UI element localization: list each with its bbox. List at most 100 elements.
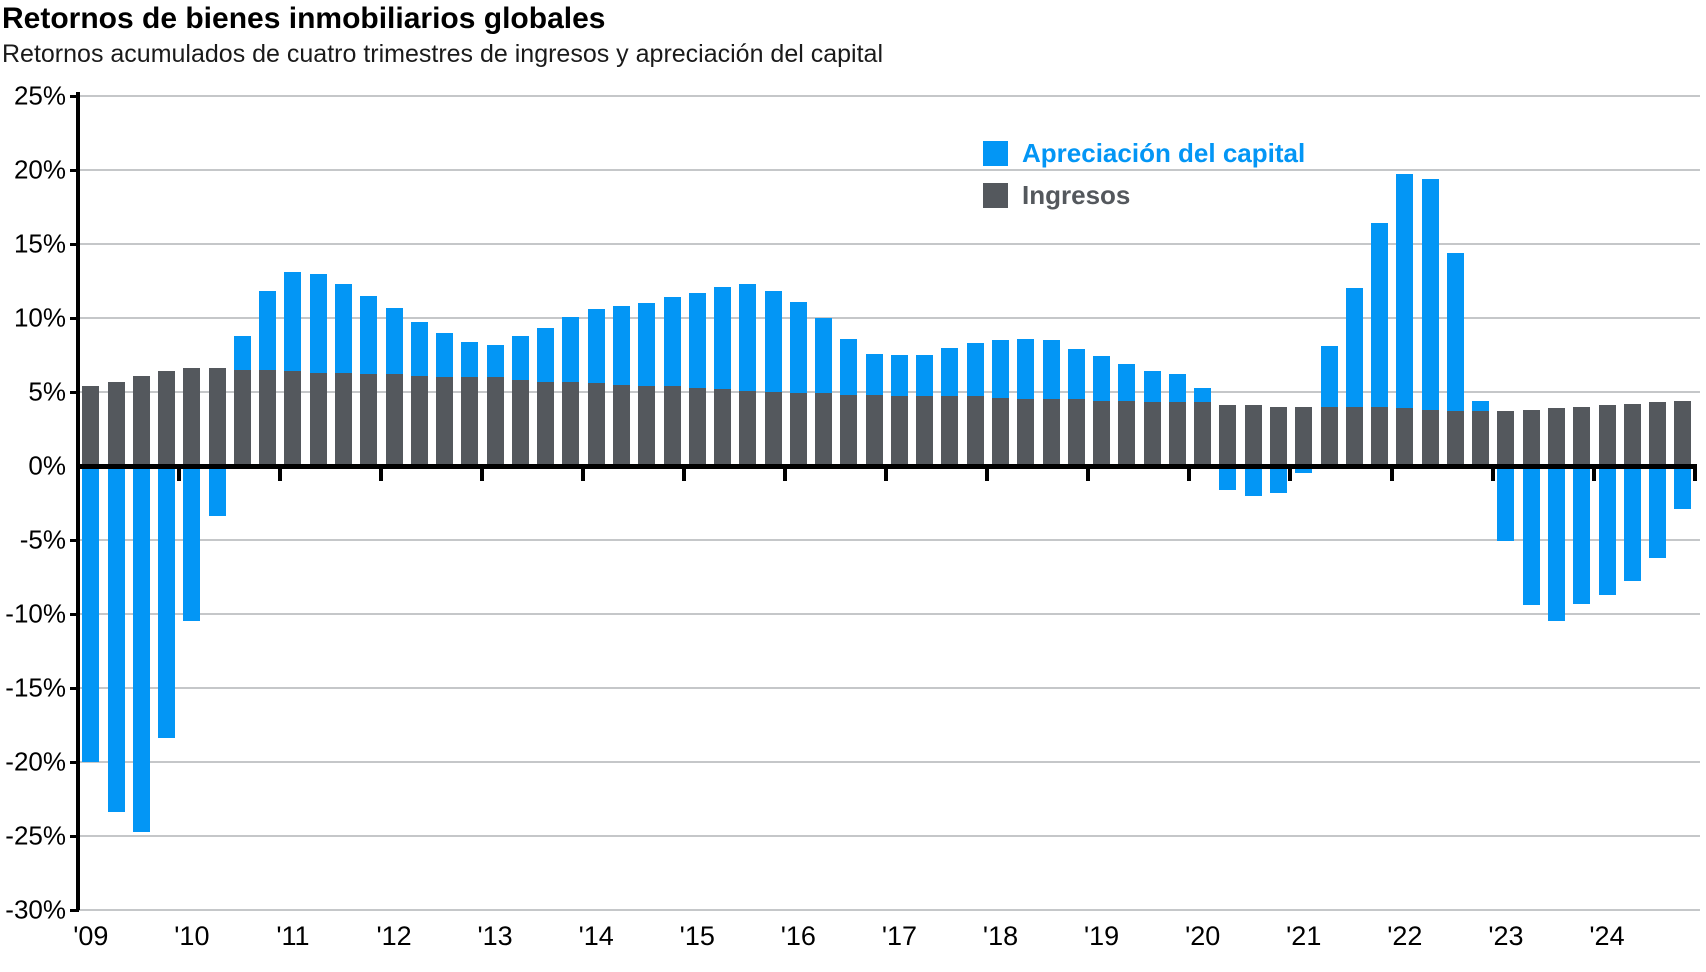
y-tick--15 xyxy=(70,687,79,690)
bar-capital-2016 Q4 xyxy=(865,353,883,395)
bar-income-2013 Q3 xyxy=(537,381,555,466)
bar-capital-2011 Q1 xyxy=(284,272,302,372)
x-tick-10 xyxy=(1086,469,1091,481)
bar-capital-2021 Q2 xyxy=(1320,346,1338,407)
bar-capital-2020 Q4 xyxy=(1269,466,1287,493)
x-axis-label-12: '12 xyxy=(376,921,412,951)
bar-capital-2019 Q4 xyxy=(1168,374,1186,403)
x-axis-label-10: '10 xyxy=(174,921,210,951)
y-axis-label-10: 10% xyxy=(13,302,66,333)
bar-income-2018 Q4 xyxy=(1067,399,1085,466)
x-axis-label-24: '24 xyxy=(1589,921,1625,951)
y-axis-label-0: 0% xyxy=(28,450,66,481)
gridline-20 xyxy=(79,169,1700,171)
bar-capital-2009 Q3 xyxy=(132,466,150,832)
gridline--15 xyxy=(79,687,1700,689)
bar-capital-2016 Q1 xyxy=(789,301,807,394)
bar-income-2019 Q3 xyxy=(1143,402,1161,466)
bar-income-2016 Q2 xyxy=(815,393,833,466)
bar-income-2024 Q2 xyxy=(1623,403,1641,466)
y-axis-label--25: -25% xyxy=(5,820,66,851)
y-axis-label-15: 15% xyxy=(13,228,66,259)
legend-label-income: Ingresos xyxy=(1022,180,1131,210)
bar-capital-2021 Q3 xyxy=(1345,288,1363,407)
bar-capital-2017 Q4 xyxy=(966,343,984,397)
x-tick-5 xyxy=(580,469,585,481)
bar-capital-2018 Q1 xyxy=(992,340,1010,398)
bar-capital-2018 Q4 xyxy=(1067,349,1085,400)
bar-capital-2009 Q4 xyxy=(158,466,176,739)
legend-label-capital: Apreciación del capital xyxy=(1022,138,1306,168)
bar-capital-2017 Q2 xyxy=(916,355,934,397)
bar-capital-2019 Q2 xyxy=(1118,363,1136,401)
bar-capital-2009 Q2 xyxy=(107,466,125,813)
income-swatch-icon xyxy=(983,183,1008,208)
y-axis-label-20: 20% xyxy=(13,154,66,185)
y-axis-label--5: -5% xyxy=(19,524,66,555)
bar-capital-2024 Q4 xyxy=(1674,466,1692,509)
bar-capital-2013 Q1 xyxy=(486,344,504,378)
bar-income-2024 Q4 xyxy=(1674,400,1692,466)
gridline--10 xyxy=(79,613,1700,615)
y-axis-label--20: -20% xyxy=(5,746,66,777)
bar-capital-2019 Q1 xyxy=(1093,356,1111,401)
x-axis-label-23: '23 xyxy=(1488,921,1524,951)
bar-capital-2021 Q1 xyxy=(1295,466,1313,474)
bar-capital-2022 Q3 xyxy=(1446,252,1464,412)
bar-capital-2014 Q1 xyxy=(587,309,605,384)
bar-capital-2014 Q2 xyxy=(612,306,630,385)
chart-title: Retornos de bienes inmobiliarios globale… xyxy=(2,2,606,35)
bar-capital-2022 Q4 xyxy=(1472,400,1490,412)
chart-subtitle: Retornos acumulados de cuatro trimestres… xyxy=(2,40,884,68)
bar-income-2012 Q2 xyxy=(410,375,428,466)
x-tick-11 xyxy=(1187,469,1192,481)
bar-capital-2022 Q2 xyxy=(1421,178,1439,410)
capital-swatch-icon xyxy=(983,141,1008,166)
bar-income-2021 Q4 xyxy=(1371,406,1389,466)
x-tick-16 xyxy=(1692,469,1697,481)
bar-capital-2010 Q4 xyxy=(259,291,277,370)
bar-income-2009 Q4 xyxy=(158,371,176,466)
bar-capital-2010 Q1 xyxy=(183,466,201,622)
y-axis-label--30: -30% xyxy=(5,894,66,925)
x-tick-9 xyxy=(985,469,990,481)
zero-baseline xyxy=(77,464,1697,469)
bar-capital-2024 Q3 xyxy=(1649,466,1667,558)
bar-capital-2012 Q4 xyxy=(461,341,479,378)
bar-capital-2010 Q2 xyxy=(208,466,226,517)
bar-capital-2011 Q2 xyxy=(309,273,327,373)
x-tick-8 xyxy=(884,469,889,481)
y-tick-20 xyxy=(70,169,79,172)
bar-capital-2024 Q2 xyxy=(1623,466,1641,582)
bar-capital-2021 Q4 xyxy=(1371,223,1389,407)
bar-capital-2011 Q3 xyxy=(335,283,352,373)
y-tick-10 xyxy=(70,317,79,320)
bar-income-2011 Q2 xyxy=(309,372,327,466)
x-axis-label-20: '20 xyxy=(1185,921,1221,951)
bar-income-2019 Q1 xyxy=(1093,400,1111,466)
x-axis-label-13: '13 xyxy=(477,921,513,951)
legend-item-capital: Apreciación del capital xyxy=(983,138,1305,169)
bar-income-2019 Q4 xyxy=(1168,402,1186,466)
bar-income-2018 Q1 xyxy=(992,397,1010,466)
y-axis-label--15: -15% xyxy=(5,672,66,703)
bar-income-2021 Q3 xyxy=(1345,406,1363,466)
bar-capital-2019 Q3 xyxy=(1143,371,1161,403)
bar-capital-2023 Q3 xyxy=(1547,466,1565,622)
bar-capital-2022 Q1 xyxy=(1396,174,1414,409)
x-tick-15 xyxy=(1591,469,1596,481)
gridline-10 xyxy=(79,317,1700,319)
bar-income-2020 Q4 xyxy=(1269,406,1287,466)
bar-income-2023 Q1 xyxy=(1497,411,1515,466)
x-tick-2 xyxy=(277,469,282,481)
bar-income-2022 Q1 xyxy=(1396,408,1414,466)
bar-income-2017 Q4 xyxy=(966,396,984,466)
x-tick-3 xyxy=(378,469,383,481)
bar-capital-2017 Q3 xyxy=(941,347,959,397)
bar-capital-2014 Q4 xyxy=(663,297,681,387)
bar-capital-2013 Q3 xyxy=(537,328,555,382)
bar-capital-2010 Q3 xyxy=(233,335,251,370)
bar-income-2016 Q3 xyxy=(840,394,858,466)
bar-capital-2020 Q1 xyxy=(1194,387,1212,403)
